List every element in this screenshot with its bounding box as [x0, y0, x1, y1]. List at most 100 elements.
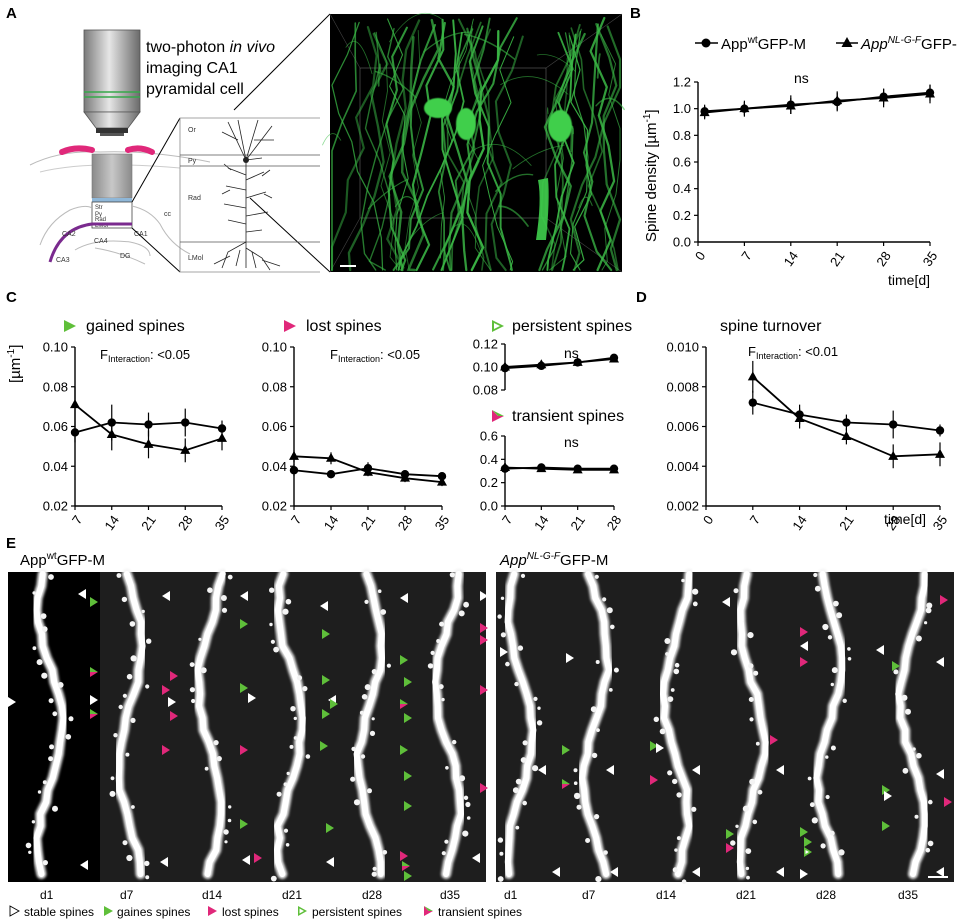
data-point	[181, 418, 190, 427]
gained-spine-arrow	[404, 801, 412, 811]
panel-e: AppwtGFP-M AppNL-G-FGFP-M d1 d7 d14 d21 …	[8, 551, 954, 919]
ns-label-transient: ns	[564, 434, 579, 450]
gained-spine-arrow	[400, 655, 408, 665]
data-point	[70, 399, 80, 409]
time-axis-label-d: time[d]	[884, 511, 926, 527]
persistent-spine-arrow	[805, 850, 809, 854]
imaging-caption-line3: pyramidal cell	[146, 81, 244, 98]
svg-text:Py: Py	[95, 212, 102, 218]
lost-spine-arrow	[800, 657, 808, 667]
data-point	[572, 464, 583, 474]
x-tick-label: 35	[432, 513, 453, 533]
panel-b: AppwtGFP-M AppNL-G-FGFP-M Spine density …	[642, 35, 957, 288]
data-point	[217, 432, 227, 442]
lost-spine-arrow	[400, 851, 408, 861]
dendrite-images	[25, 569, 934, 884]
transient-spine-arrow	[402, 861, 410, 866]
transient-spines-chart: 0.0 0.2 0.4 0.6 7 14 21 28	[480, 429, 624, 534]
lost-spine-arrow	[726, 843, 734, 853]
day-label: d14	[656, 888, 676, 902]
y-tick-label: 0.004	[666, 459, 699, 474]
svg-text:CA1: CA1	[134, 231, 148, 238]
panel-label-a: A	[6, 5, 17, 22]
y-tick-label: 0.04	[43, 459, 68, 474]
micrograph-ki	[496, 572, 954, 882]
x-tick-label: 0	[692, 249, 708, 264]
objective-icon	[83, 29, 141, 136]
data-point	[785, 100, 796, 110]
gained-spine-arrow	[240, 819, 248, 829]
svg-text:Str: Str	[95, 205, 103, 211]
gained-spine-arrow	[562, 745, 570, 755]
time-axis-label-b: time[d]	[888, 272, 930, 288]
stable-spine-arrow	[168, 697, 176, 707]
c-ylabel: [µm-1]	[6, 345, 24, 383]
y-tick-label: 0.008	[666, 379, 699, 394]
data-point	[935, 448, 945, 458]
day-label: d28	[816, 888, 836, 902]
series-line	[704, 93, 931, 114]
transient-spine-arrow	[400, 699, 408, 704]
data-point	[842, 418, 851, 427]
stable-spine-arrow	[500, 647, 508, 657]
y-tick-label: 0.0	[673, 235, 691, 250]
data-point	[925, 88, 935, 98]
ns-label-persistent: ns	[564, 345, 579, 361]
stable-spine-arrow	[656, 743, 664, 753]
legend-e: stable spines gaines spines lost spines …	[9, 905, 522, 919]
y-tick-label: 0.6	[480, 429, 498, 444]
x-tick-label: 7	[69, 513, 85, 528]
data-point	[437, 476, 447, 486]
stable-spine-arrow	[776, 765, 784, 775]
x-tick-label: 35	[930, 513, 951, 533]
stable-spine-arrow	[80, 860, 88, 870]
lost-spines-icon	[284, 320, 296, 332]
y-tick-label: 0.6	[673, 155, 691, 170]
stable-spine-arrow	[248, 693, 256, 703]
data-point	[832, 95, 843, 105]
x-tick-label: 14	[789, 513, 810, 533]
transient-spines-icon	[424, 906, 433, 916]
day-label: d1	[40, 888, 54, 902]
day-labels: d1 d7 d14 d21 d28 d35 d1 d7 d14 d21 d28 …	[40, 888, 918, 902]
panel-label-c: C	[6, 289, 17, 306]
stable-spine-arrow	[90, 695, 98, 705]
y-tick-label: 0.010	[666, 340, 699, 355]
data-point	[878, 92, 889, 102]
gained-spine-arrow	[322, 675, 330, 685]
imaging-caption-line1: two-photon in vivo	[146, 39, 275, 56]
series-line	[504, 466, 614, 471]
lost-spine-arrow	[170, 711, 178, 721]
data-point	[609, 353, 619, 363]
y-tick-label: 0.02	[262, 499, 287, 514]
gained-spine-arrow	[804, 837, 812, 847]
day-label: d21	[736, 888, 756, 902]
f-interaction-turnover: FInteraction: <0.01	[748, 344, 838, 361]
legend-stable-label: stable spines	[24, 905, 94, 919]
persistent-spines-icon	[492, 320, 504, 332]
stable-spine-arrow	[162, 591, 170, 601]
data-point	[143, 438, 154, 448]
stable-spine-arrow	[538, 765, 546, 775]
x-tick-label: 21	[827, 249, 848, 269]
panel-a: two-photon in vivo imaging CA1 pyramidal…	[29, 12, 625, 273]
f-interaction-lost: FInteraction: <0.05	[330, 347, 420, 364]
x-tick-label: 14	[321, 513, 342, 533]
panel-e-title-wt: AppwtGFP-M	[20, 551, 105, 569]
panel-c: gained spines lost spines persistent spi…	[6, 318, 632, 533]
lost-spine-arrow	[480, 685, 488, 695]
data-point	[536, 359, 547, 369]
gained-spine-arrow	[320, 741, 328, 751]
stable-spines-icon	[9, 905, 20, 917]
x-tick-label: 35	[212, 513, 233, 533]
day-label: d21	[282, 888, 302, 902]
ns-label-b: ns	[794, 70, 809, 86]
svg-text:cc: cc	[164, 211, 172, 218]
data-point	[609, 464, 619, 474]
gained-spine-arrow	[400, 745, 408, 755]
stable-spine-arrow	[320, 601, 328, 611]
y-tick-label: 0.04	[262, 459, 287, 474]
data-point	[180, 444, 191, 454]
transient-spine-arrow	[562, 779, 570, 784]
